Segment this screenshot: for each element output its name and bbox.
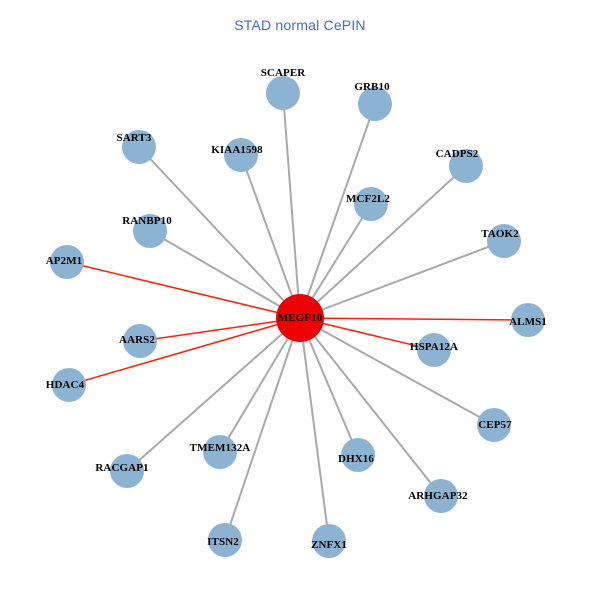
node-hspa12a[interactable] (417, 333, 451, 367)
node-arhgap32[interactable] (424, 479, 458, 513)
node-grb10[interactable] (358, 87, 392, 121)
node-mcf2l2[interactable] (354, 187, 388, 221)
edge-megf10-kiaa1598 (240, 154, 301, 319)
node-taok2[interactable] (487, 224, 521, 258)
edge-megf10-znfx1 (299, 317, 330, 542)
edge-megf10-alms1 (299, 317, 529, 321)
edges-layer (66, 92, 529, 542)
edge-megf10-arhgap32 (299, 317, 442, 497)
node-alms1[interactable] (511, 303, 545, 337)
edge-megf10-cadps2 (299, 165, 467, 319)
node-itsn2[interactable] (208, 523, 242, 557)
edge-megf10-sart3 (138, 146, 301, 319)
edge-megf10-taok2 (299, 240, 505, 319)
node-racgap1[interactable] (110, 454, 144, 488)
node-ap2m1[interactable] (50, 245, 84, 279)
edge-megf10-cep57 (299, 317, 495, 426)
edge-megf10-aars2 (139, 317, 301, 342)
page-title: STAD normal CePIN (234, 17, 366, 33)
node-cep57[interactable] (477, 408, 511, 442)
node-scaper[interactable] (266, 76, 300, 110)
edge-megf10-hdac4 (68, 317, 301, 386)
nodes-layer (50, 76, 545, 558)
edge-megf10-tmem132a (219, 317, 301, 453)
node-ranbp10[interactable] (133, 214, 167, 248)
node-kiaa1598[interactable] (224, 138, 258, 172)
node-tmem132a[interactable] (203, 435, 237, 469)
node-megf10-hub[interactable] (276, 294, 324, 342)
edge-megf10-itsn2 (224, 317, 301, 541)
node-aars2[interactable] (123, 324, 157, 358)
node-znfx1[interactable] (312, 524, 346, 558)
edge-megf10-grb10 (299, 103, 376, 319)
node-cadps2[interactable] (449, 149, 483, 183)
edge-megf10-dhx16 (299, 317, 359, 456)
edge-megf10-racgap1 (126, 317, 301, 472)
edge-megf10-scaper (282, 92, 301, 319)
edge-megf10-ranbp10 (149, 230, 301, 319)
node-sart3[interactable] (122, 130, 156, 164)
edge-megf10-ap2m1 (66, 261, 301, 319)
node-dhx16[interactable] (341, 438, 375, 472)
node-hdac4[interactable] (52, 368, 86, 402)
